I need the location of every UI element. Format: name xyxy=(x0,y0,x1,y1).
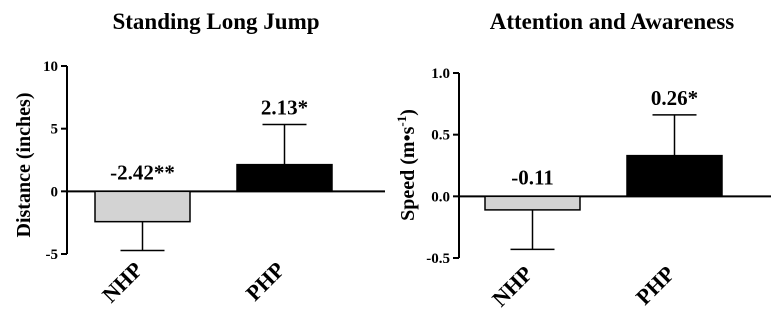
y-axis-label: Distance (inches) xyxy=(13,93,35,238)
chart-title: Attention and Awareness xyxy=(490,9,735,34)
plot-area: -0.5 0.0 0.5 1.0 -0.11 NHP 0.26* PHP xyxy=(426,66,771,311)
y-tick-label: 0.0 xyxy=(431,189,450,205)
category-label: PHP xyxy=(241,257,290,306)
chart-standing-long-jump: Standing Long Jump Distance (inches) -5 0… xyxy=(13,9,385,307)
bar-php xyxy=(626,154,723,198)
bar-nhp xyxy=(94,190,191,223)
y-tick-label: -5 xyxy=(46,247,59,263)
chart-attention-awareness: Attention and Awareness Speed (m•s-1) -0… xyxy=(394,9,771,311)
data-label: -0.11 xyxy=(511,165,554,189)
bar-php xyxy=(236,163,333,193)
y-tick-label: 1.0 xyxy=(431,66,450,82)
y-tick-label: -0.5 xyxy=(426,251,450,267)
y-tick-label: 5 xyxy=(51,122,59,138)
bar-nhp xyxy=(484,195,581,211)
y-tick-label: 10 xyxy=(43,59,58,75)
y-axis-label: Speed (m•s-1) xyxy=(394,109,419,221)
y-tick-label: 0.5 xyxy=(431,128,450,144)
data-label: 2.13* xyxy=(261,96,308,120)
data-label: -2.42** xyxy=(110,160,175,184)
category-label: NHP xyxy=(97,257,148,308)
plot-area: -5 0 5 10 -2.42** NHP 2.13* PHP xyxy=(43,59,385,307)
category-label: PHP xyxy=(631,261,680,310)
data-label: 0.26* xyxy=(651,86,698,110)
category-label: NHP xyxy=(487,261,538,312)
y-tick-label: 0 xyxy=(51,184,59,200)
chart-title: Standing Long Jump xyxy=(112,9,319,34)
